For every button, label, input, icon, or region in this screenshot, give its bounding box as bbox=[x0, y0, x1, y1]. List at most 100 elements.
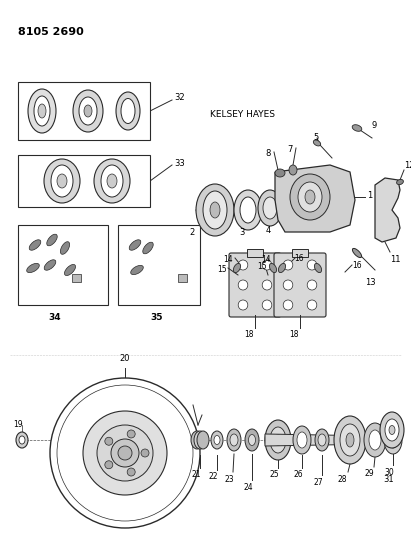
Text: 18: 18 bbox=[244, 330, 254, 339]
Ellipse shape bbox=[116, 92, 140, 130]
Ellipse shape bbox=[107, 174, 117, 188]
Ellipse shape bbox=[283, 260, 293, 270]
Text: 31: 31 bbox=[384, 475, 394, 484]
Ellipse shape bbox=[38, 104, 46, 118]
Text: 8: 8 bbox=[266, 149, 271, 158]
Text: 18: 18 bbox=[289, 330, 299, 339]
Circle shape bbox=[118, 446, 132, 460]
Text: 22: 22 bbox=[208, 472, 218, 481]
Ellipse shape bbox=[65, 264, 76, 276]
Ellipse shape bbox=[227, 429, 241, 451]
Polygon shape bbox=[375, 178, 400, 242]
Ellipse shape bbox=[131, 265, 143, 274]
Ellipse shape bbox=[334, 416, 366, 464]
Ellipse shape bbox=[234, 190, 262, 230]
Ellipse shape bbox=[297, 432, 307, 448]
Ellipse shape bbox=[210, 202, 220, 218]
Polygon shape bbox=[265, 434, 388, 446]
Text: 15: 15 bbox=[257, 262, 267, 271]
Text: 28: 28 bbox=[337, 475, 347, 484]
Text: 32: 32 bbox=[174, 93, 185, 101]
Circle shape bbox=[105, 437, 113, 445]
Text: 15: 15 bbox=[217, 265, 227, 274]
Bar bbox=[18, 225, 108, 305]
Bar bbox=[18, 82, 150, 140]
Ellipse shape bbox=[318, 434, 326, 446]
Ellipse shape bbox=[143, 242, 153, 254]
Text: 4: 4 bbox=[266, 226, 270, 235]
Text: 8105 2690: 8105 2690 bbox=[18, 27, 84, 37]
Ellipse shape bbox=[47, 234, 57, 246]
Bar bbox=[178, 274, 187, 282]
FancyBboxPatch shape bbox=[274, 253, 326, 317]
Ellipse shape bbox=[258, 190, 282, 226]
Ellipse shape bbox=[29, 240, 41, 250]
Ellipse shape bbox=[305, 190, 315, 204]
Text: 23: 23 bbox=[224, 475, 234, 484]
Ellipse shape bbox=[196, 184, 234, 236]
Ellipse shape bbox=[352, 248, 362, 257]
Ellipse shape bbox=[340, 424, 360, 456]
Ellipse shape bbox=[240, 197, 256, 223]
Ellipse shape bbox=[191, 431, 203, 449]
Text: 13: 13 bbox=[365, 278, 375, 287]
Ellipse shape bbox=[380, 412, 404, 448]
Ellipse shape bbox=[249, 434, 256, 446]
Ellipse shape bbox=[57, 174, 67, 188]
Ellipse shape bbox=[283, 300, 293, 310]
Ellipse shape bbox=[352, 125, 362, 131]
Ellipse shape bbox=[293, 426, 311, 454]
Bar bbox=[292, 249, 308, 257]
Circle shape bbox=[127, 468, 135, 476]
Ellipse shape bbox=[214, 435, 220, 445]
Ellipse shape bbox=[129, 240, 141, 250]
Text: 33: 33 bbox=[174, 158, 185, 167]
Ellipse shape bbox=[385, 419, 399, 441]
Ellipse shape bbox=[270, 427, 286, 453]
Ellipse shape bbox=[27, 263, 39, 273]
Ellipse shape bbox=[194, 431, 206, 449]
Ellipse shape bbox=[230, 434, 238, 446]
Text: 26: 26 bbox=[293, 470, 303, 479]
Ellipse shape bbox=[307, 260, 317, 270]
Ellipse shape bbox=[19, 436, 25, 444]
Ellipse shape bbox=[238, 300, 248, 310]
Ellipse shape bbox=[265, 420, 291, 460]
Text: 14: 14 bbox=[261, 255, 271, 264]
Circle shape bbox=[127, 430, 135, 438]
Ellipse shape bbox=[307, 300, 317, 310]
Ellipse shape bbox=[289, 165, 297, 175]
Text: 25: 25 bbox=[269, 470, 279, 479]
Circle shape bbox=[83, 411, 167, 495]
Ellipse shape bbox=[211, 431, 223, 449]
Text: 14: 14 bbox=[223, 255, 233, 264]
Ellipse shape bbox=[79, 97, 97, 125]
Ellipse shape bbox=[275, 434, 282, 446]
Text: 19: 19 bbox=[13, 420, 23, 429]
Ellipse shape bbox=[44, 260, 56, 270]
Ellipse shape bbox=[263, 197, 277, 219]
Text: 16: 16 bbox=[352, 261, 362, 270]
Text: 29: 29 bbox=[364, 469, 374, 478]
Text: KELSEY HAYES: KELSEY HAYES bbox=[210, 110, 275, 119]
Circle shape bbox=[105, 461, 113, 469]
Ellipse shape bbox=[121, 99, 135, 124]
Ellipse shape bbox=[364, 423, 386, 457]
Ellipse shape bbox=[283, 280, 293, 290]
Ellipse shape bbox=[233, 263, 240, 272]
Ellipse shape bbox=[314, 263, 321, 272]
Text: 3: 3 bbox=[239, 228, 245, 237]
Bar bbox=[118, 225, 200, 305]
Text: 24: 24 bbox=[243, 483, 253, 492]
Ellipse shape bbox=[384, 426, 402, 454]
Text: 7: 7 bbox=[287, 145, 293, 154]
Ellipse shape bbox=[298, 182, 322, 212]
Ellipse shape bbox=[34, 96, 50, 126]
Circle shape bbox=[141, 449, 149, 457]
Ellipse shape bbox=[44, 159, 80, 203]
Circle shape bbox=[111, 439, 139, 467]
Text: 9: 9 bbox=[372, 122, 377, 131]
Ellipse shape bbox=[197, 431, 209, 449]
Ellipse shape bbox=[203, 191, 227, 229]
Ellipse shape bbox=[262, 280, 272, 290]
